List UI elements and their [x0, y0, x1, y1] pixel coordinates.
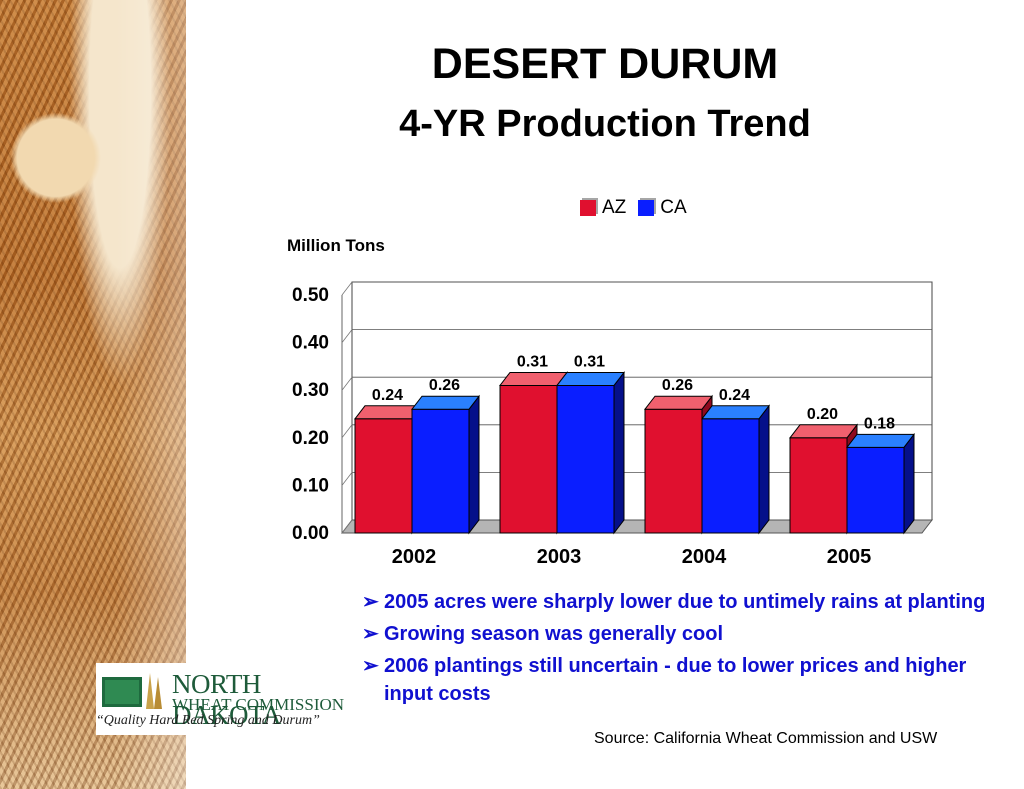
- arrow-bullet-icon: ➢: [362, 591, 379, 613]
- y-tick-label: 0.30: [292, 380, 329, 401]
- data-label: 0.18: [864, 415, 895, 432]
- source-note: Source: California Wheat Commission and …: [594, 730, 938, 747]
- bullet-text: Growing season was generally cool: [384, 623, 723, 645]
- x-tick-label: 2002: [392, 546, 437, 568]
- wheat-background-image: [0, 0, 186, 789]
- slide-subtitle: 4-YR Production Trend: [399, 103, 811, 145]
- gridline-side: [341, 472, 353, 486]
- bar-top-ca: [845, 433, 916, 448]
- gridline-side: [341, 376, 353, 391]
- y-tick-label: 0.50: [292, 285, 329, 306]
- y-tick-label: 0.20: [292, 428, 329, 449]
- legend-label-ca: CA: [660, 197, 687, 218]
- bullet-item: ➢ 2005 acres were sharply lower due to un…: [360, 588, 1010, 616]
- bar-top-ca: [555, 371, 626, 386]
- legend-swatch-ca: [638, 200, 655, 216]
- data-label: 0.20: [807, 406, 838, 423]
- data-label: 0.31: [574, 353, 605, 370]
- bar-side-ca: [903, 432, 915, 535]
- bar-ca: [701, 418, 760, 534]
- arrow-bullet-icon: ➢: [362, 655, 379, 677]
- bar-ca: [556, 384, 615, 534]
- bullet-list: ➢ 2005 acres were sharply lower due to un…: [360, 588, 1010, 712]
- bar-side-ca: [613, 370, 625, 535]
- x-tick-label: 2005: [827, 546, 872, 568]
- data-label: 0.31: [517, 353, 548, 370]
- logo-line-1: NORTH DAKOTA: [172, 669, 281, 730]
- bar-side-ca: [758, 404, 770, 535]
- bullet-item: ➢ 2006 plantings still uncertain - due to…: [360, 652, 1010, 708]
- bar-top-az: [643, 395, 714, 410]
- bullet-item: ➢ Growing season was generally cool: [360, 620, 1010, 648]
- x-tick-label: 2003: [537, 546, 582, 568]
- y-tick-label: 0.10: [292, 475, 329, 496]
- bar-az: [499, 384, 558, 534]
- legend-item-ca: CA: [638, 197, 687, 219]
- y-axis-label: Million Tons: [287, 236, 385, 255]
- gridline-side: [341, 519, 353, 534]
- bar-ca: [846, 446, 905, 534]
- bar-az: [789, 437, 848, 534]
- gridline-side: [341, 424, 353, 439]
- legend-swatch-az: [580, 200, 596, 216]
- bar-top-az: [788, 424, 859, 439]
- legend-item-az: AZ: [580, 197, 626, 219]
- data-label: 0.24: [372, 387, 403, 404]
- data-label: 0.24: [719, 387, 750, 404]
- chart-legend: AZ CA: [580, 197, 699, 219]
- bar-ca: [411, 408, 470, 534]
- y-tick-label: 0.00: [292, 523, 329, 544]
- logo-tagline: “Quality Hard Red Spring and Durum”: [96, 713, 320, 728]
- bar-top-ca: [410, 395, 481, 410]
- data-label: 0.26: [662, 377, 693, 394]
- data-label: 0.26: [429, 377, 460, 394]
- gridline-side: [341, 329, 353, 343]
- gridline-side: [341, 281, 353, 296]
- legend-label-az: AZ: [602, 197, 627, 218]
- bar-top-az: [498, 371, 569, 386]
- bar-az: [354, 418, 413, 534]
- bullet-text: 2005 acres were sharply lower due to unt…: [384, 591, 986, 613]
- arrow-bullet-icon: ➢: [362, 623, 379, 645]
- bullet-text: 2006 plantings still uncertain - due to …: [384, 655, 967, 705]
- bar-az: [644, 408, 703, 534]
- bar-side-ca: [468, 394, 480, 535]
- north-dakota-wheat-commission-logo: NORTH DAKOTA WHEAT COMMISSION “Quality H…: [96, 663, 350, 735]
- wheat-field-logo-icon: [102, 673, 162, 709]
- slide-title: DESERT DURUM: [431, 40, 779, 88]
- x-tick-label: 2004: [682, 546, 727, 568]
- bar-top-ca: [700, 405, 771, 420]
- y-tick-label: 0.40: [292, 333, 329, 354]
- logo-line-2: WHEAT COMMISSION: [172, 695, 345, 714]
